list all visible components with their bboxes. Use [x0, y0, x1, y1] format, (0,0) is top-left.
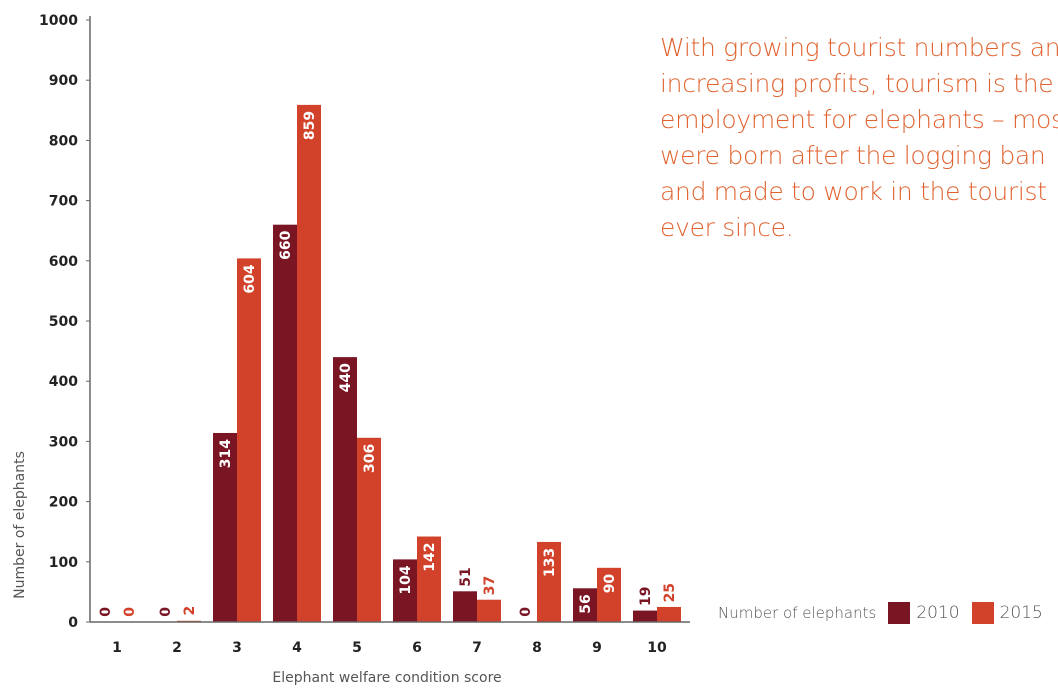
x-tick-label: 4	[292, 640, 302, 656]
x-tick-label: 6	[412, 640, 422, 656]
callout-line: employment for elephants – most	[660, 105, 1058, 134]
bar-2010-7	[453, 591, 477, 622]
x-tick-label: 9	[592, 640, 602, 656]
data-label-2010-3: 314	[218, 439, 234, 468]
y-tick-label: 200	[49, 495, 78, 511]
y-tick-label: 100	[49, 555, 78, 571]
data-label-2010-5: 440	[338, 363, 354, 392]
y-tick-label: 1000	[39, 13, 78, 29]
bar-2010-9	[573, 588, 597, 622]
bar-2015-10	[657, 606, 681, 622]
y-tick-label: 900	[49, 73, 78, 89]
y-tick-label: 600	[49, 254, 78, 270]
x-tick-label: 3	[232, 640, 242, 656]
data-label-2015-5: 306	[362, 444, 378, 473]
bar-2015-4	[297, 104, 321, 622]
x-tick-label: 7	[472, 640, 482, 656]
data-label-2015-7: 37	[482, 576, 498, 595]
x-tick-label: 10	[647, 640, 667, 656]
callout-line: were born after the logging ban	[660, 141, 1046, 170]
callout-line: With growing tourist numbers and	[660, 33, 1058, 62]
data-label-2010-9: 56	[578, 594, 594, 613]
data-label-2015-3: 604	[242, 264, 258, 293]
y-tick-label: 800	[49, 133, 78, 149]
x-axis-ticks: 1 2 3 4 5 6 7 8 9 10	[112, 640, 667, 656]
data-label-2010-6: 104	[398, 565, 414, 594]
data-label-2015-10: 25	[662, 583, 678, 602]
callout-line: and made to work in the tourist	[660, 177, 1047, 206]
y-axis-label: Number of elephants	[12, 451, 28, 599]
data-label-2010-1: 0	[98, 607, 114, 617]
legend: Number of elephants 2010 2015	[718, 601, 1043, 625]
bar-2010-6	[393, 559, 417, 622]
bar-2010-10	[633, 610, 657, 622]
x-tick-label: 5	[352, 640, 362, 656]
legend-swatch-2015	[971, 602, 994, 624]
callout-line: increasing profits, tourism is the main	[660, 69, 1058, 98]
y-tick-label: 300	[49, 434, 78, 450]
legend-label-2015: 2015	[999, 603, 1043, 623]
legend-label-2010: 2010	[916, 603, 960, 623]
x-axis-label: Elephant welfare condition score	[272, 670, 501, 686]
data-label-2015-2: 2	[182, 606, 198, 616]
bar-2015-9	[597, 567, 621, 622]
data-label-2015-1: 0	[122, 607, 138, 617]
data-label-2010-7: 51	[458, 567, 474, 586]
bar-2010-4	[273, 224, 297, 622]
callout-line: ever since.	[660, 213, 794, 242]
bar-2015-7	[477, 599, 501, 622]
bar-2015-8	[537, 541, 561, 622]
y-tick-label: 500	[49, 314, 78, 330]
legend-swatch-2010	[888, 602, 911, 624]
data-label-2015-4: 859	[302, 111, 318, 140]
data-label-2010-8: 0	[518, 607, 534, 617]
data-label-2015-9: 90	[602, 574, 618, 594]
data-label-2010-2: 0	[158, 607, 174, 617]
y-axis-ticks: 0 100 200 300 400 500 600 700 800 900 1000	[39, 13, 90, 631]
x-tick-label: 1	[112, 640, 122, 656]
data-label-2015-8: 133	[542, 548, 558, 577]
bar-2010-3	[213, 432, 237, 622]
data-label-2010-10: 19	[638, 587, 654, 606]
bar-2015-3	[237, 258, 261, 622]
x-tick-label: 8	[532, 640, 542, 656]
legend-title: Number of elephants	[718, 604, 877, 622]
callout-text: With growing tourist numbers and increas…	[660, 30, 1058, 246]
bar-2010-5	[333, 357, 357, 622]
y-tick-label: 700	[49, 194, 78, 210]
data-label-2015-6: 142	[422, 543, 438, 572]
y-tick-label: 0	[68, 615, 78, 631]
bar-2015-6	[417, 536, 441, 622]
bar-2015-5	[357, 437, 381, 622]
data-label-2010-4: 660	[278, 230, 294, 259]
y-tick-label: 400	[49, 374, 78, 390]
x-tick-label: 2	[172, 640, 182, 656]
